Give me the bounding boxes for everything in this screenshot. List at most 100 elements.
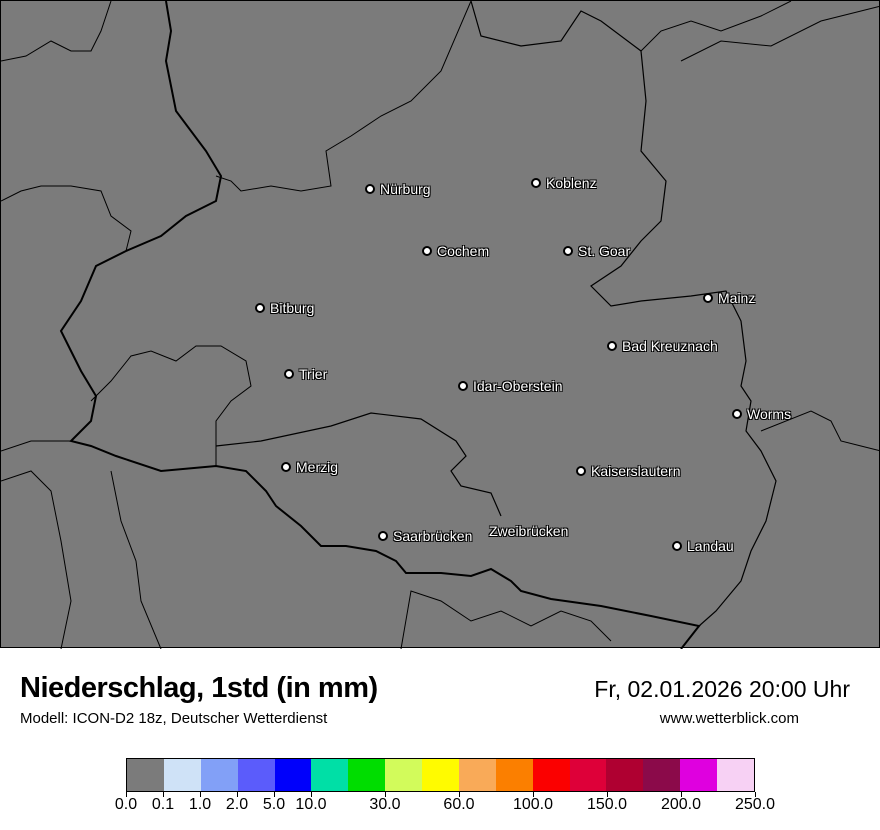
city-label: St. Goar — [563, 243, 631, 259]
legend-color-swatch — [274, 759, 312, 791]
legend-tick-label: 30.0 — [369, 796, 401, 813]
legend-color-swatch — [163, 759, 201, 791]
city-marker-icon — [563, 246, 573, 256]
legend-tick-label: 150.0 — [586, 796, 628, 813]
city-name: Saarbrücken — [393, 528, 473, 544]
city-marker-icon — [531, 178, 541, 188]
legend-color-swatch — [569, 759, 607, 791]
legend-tick-label: 0.1 — [151, 796, 175, 813]
legend-color-swatch — [348, 759, 386, 791]
legend-color-swatch — [237, 759, 275, 791]
state-border — [59, 1, 701, 649]
city-label: Saarbrücken — [378, 528, 473, 544]
legend-tick — [163, 792, 164, 797]
legend-color-swatch — [422, 759, 459, 791]
border-lines — [1, 1, 880, 649]
legend-tick-label: 60.0 — [443, 796, 475, 813]
legend-tick — [681, 792, 682, 797]
city-label: Koblenz — [531, 175, 597, 191]
border — [640, 1, 792, 52]
color-legend — [126, 758, 755, 792]
city-marker-icon — [607, 341, 617, 351]
city-label: Zweibrücken — [489, 523, 568, 539]
city-label: Trier — [284, 366, 328, 382]
legend-tick-label: 1.0 — [188, 796, 212, 813]
border — [1, 1, 112, 62]
legend-color-swatch — [717, 759, 754, 791]
legend-color-swatch — [385, 759, 422, 791]
city-name: Idar-Oberstein — [473, 378, 563, 394]
legend-tick-label: 10.0 — [295, 796, 327, 813]
border — [90, 345, 252, 466]
city-name: Worms — [747, 406, 792, 422]
city-marker-icon — [422, 246, 432, 256]
city-label: Landau — [672, 538, 734, 554]
city-name: Koblenz — [546, 175, 597, 191]
precipitation-map — [0, 0, 880, 649]
forecast-datetime: Fr, 02.01.2026 20:00 Uhr — [594, 676, 850, 702]
legend-tick — [607, 792, 608, 797]
city-marker-icon — [365, 184, 375, 194]
legend-color-swatch — [200, 759, 238, 791]
legend-tick — [459, 792, 460, 797]
legend-tick-label: 200.0 — [660, 796, 702, 813]
legend-color-swatch — [458, 759, 496, 791]
map-title: Niederschlag, 1std (in mm) — [20, 672, 378, 704]
legend-color-swatch — [495, 759, 533, 791]
city-marker-icon — [255, 303, 265, 313]
model-info: Modell: ICON-D2 18z, Deutscher Wetterdie… — [20, 710, 328, 727]
legend-tick-label: 250.0 — [734, 796, 776, 813]
border — [1, 440, 162, 649]
legend-color-swatch — [680, 759, 717, 791]
city-label: Worms — [732, 406, 792, 422]
border — [215, 412, 502, 517]
city-name: Cochem — [437, 243, 490, 259]
city-name: St. Goar — [578, 243, 631, 259]
city-label: Idar-Oberstein — [458, 378, 563, 394]
city-name: Mainz — [718, 290, 756, 306]
legend-tick-label: 5.0 — [262, 796, 286, 813]
legend-tick — [385, 792, 386, 797]
border — [1, 185, 132, 252]
border — [215, 1, 472, 192]
legend-color-swatch — [311, 759, 349, 791]
city-marker-icon — [281, 462, 291, 472]
legend-tick-label: 2.0 — [225, 796, 249, 813]
city-name: Nürburg — [380, 181, 431, 197]
city-name: Landau — [687, 538, 734, 554]
city-label: Mainz — [703, 290, 756, 306]
legend-tick — [533, 792, 534, 797]
city-label: Bad Kreuznach — [607, 338, 718, 354]
border — [760, 410, 880, 452]
border — [470, 1, 777, 627]
city-label: Merzig — [281, 459, 339, 475]
website-link[interactable]: www.wetterblick.com — [659, 710, 799, 727]
city-name: Bitburg — [270, 300, 315, 316]
city-marker-icon — [732, 409, 742, 419]
legend-tick — [126, 792, 127, 797]
city-label: Nürburg — [365, 181, 431, 197]
city-marker-icon — [703, 293, 713, 303]
city-name: Zweibrücken — [489, 523, 569, 539]
legend-color-swatch — [532, 759, 570, 791]
city-name: Trier — [299, 366, 328, 382]
border — [400, 590, 612, 649]
legend-tick — [200, 792, 201, 797]
legend-tick-label: 100.0 — [512, 796, 554, 813]
city-label: Cochem — [422, 243, 490, 259]
city-name: Kaiserslautern — [591, 463, 681, 479]
city-marker-icon — [672, 541, 682, 551]
city-marker-icon — [284, 369, 294, 379]
border — [680, 5, 880, 62]
legend-color-swatch — [606, 759, 644, 791]
city-marker-icon — [576, 466, 586, 476]
legend-tick — [755, 792, 756, 797]
legend-tick — [311, 792, 312, 797]
city-name: Bad Kreuznach — [622, 338, 718, 354]
city-name: Merzig — [296, 459, 339, 475]
legend-color-swatch — [643, 759, 681, 791]
city-marker-icon — [378, 531, 388, 541]
legend-tick — [237, 792, 238, 797]
city-label: Bitburg — [255, 300, 315, 316]
legend-color-swatch — [127, 759, 164, 791]
